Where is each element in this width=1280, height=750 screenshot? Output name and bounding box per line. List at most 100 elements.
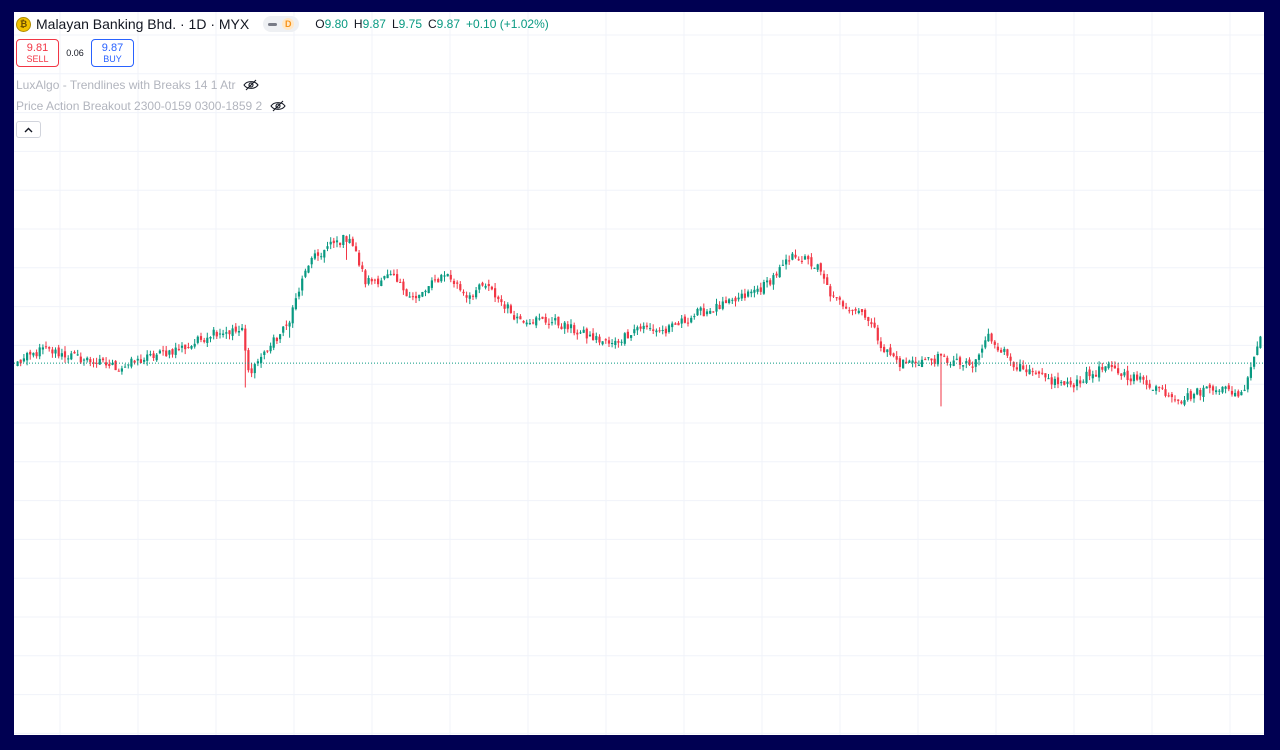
candle-body: [509, 305, 512, 313]
candle-body: [386, 274, 389, 279]
chart-area[interactable]: ₿ Malayan Banking Bhd. · 1D · MYX D O 9.…: [14, 12, 1264, 735]
sell-price: 9.81: [26, 42, 49, 54]
trade-buttons: 9.81 SELL 0.06 9.87 BUY: [16, 38, 134, 68]
candle-body: [424, 290, 427, 293]
eye-crossed-icon[interactable]: [243, 79, 260, 91]
candle-body: [513, 315, 516, 320]
candle-body: [794, 254, 797, 258]
candle-body: [351, 238, 354, 246]
candle-body: [199, 336, 203, 340]
candle-body: [326, 246, 329, 249]
candle-body: [642, 325, 645, 330]
buy-price: 9.87: [101, 42, 124, 54]
candle-body: [459, 284, 462, 291]
candle-body: [494, 288, 497, 298]
candle-body: [1066, 381, 1069, 384]
candle-body: [547, 323, 550, 325]
candle-body: [124, 366, 127, 368]
candle-body: [645, 325, 648, 328]
candle-body: [437, 279, 440, 283]
candle-body: [149, 354, 152, 356]
candle-body: [826, 277, 829, 285]
candle-body: [228, 330, 231, 335]
candle-body: [1189, 391, 1192, 400]
candle-body: [70, 353, 73, 360]
candle-body: [143, 359, 146, 362]
candle-body: [506, 304, 509, 309]
candle-body: [756, 288, 759, 292]
candle-body: [433, 279, 437, 281]
data-delay-badge[interactable]: D: [282, 18, 295, 30]
candle-body: [864, 309, 867, 318]
candle-body: [108, 364, 111, 366]
candlestick-series[interactable]: [14, 12, 1264, 735]
collapse-legend-button[interactable]: [16, 121, 41, 138]
candle-body: [1110, 365, 1113, 367]
candle-body: [1234, 392, 1237, 397]
candle-body: [285, 324, 288, 326]
candle-body: [987, 333, 990, 342]
candle-body: [234, 326, 237, 332]
candle-body: [873, 322, 876, 328]
candle-body: [724, 300, 728, 303]
candle-body: [399, 282, 402, 283]
candle-body: [329, 241, 332, 245]
candle-body: [155, 354, 158, 361]
candle-body: [367, 278, 370, 284]
candle-body: [1079, 380, 1082, 384]
candle-body: [671, 323, 674, 328]
candle-body: [16, 361, 19, 366]
symbol-title[interactable]: Malayan Banking Bhd. · 1D · MYX: [36, 16, 250, 32]
candle-body: [1249, 367, 1252, 378]
candle-body: [737, 297, 740, 300]
candle-body: [1000, 349, 1003, 353]
candle-body: [481, 282, 484, 286]
candle-body: [253, 364, 256, 374]
candle-body: [294, 298, 297, 310]
candle-body: [1056, 377, 1060, 385]
candle-body: [528, 323, 531, 325]
candle-body: [924, 359, 927, 361]
candle-body: [231, 328, 234, 336]
candle-body: [1218, 390, 1221, 392]
candle-body: [867, 317, 870, 321]
candle-body: [1183, 400, 1186, 405]
candle-body: [1155, 386, 1158, 391]
sell-button[interactable]: 9.81 SELL: [16, 39, 59, 67]
candle-body: [174, 347, 177, 355]
candle-body: [190, 346, 193, 349]
market-status-pill[interactable]: D: [263, 16, 300, 32]
candle-body: [1015, 367, 1018, 370]
indicator-price-action[interactable]: Price Action Breakout 2300-0159 0300-185…: [16, 97, 286, 115]
candle-body: [664, 328, 667, 334]
candle-body: [544, 317, 547, 323]
candle-body: [1237, 391, 1240, 397]
candle-body: [1170, 394, 1173, 398]
candle-body: [1082, 381, 1085, 383]
open-value: 9.80: [324, 17, 348, 31]
candle-body: [876, 327, 879, 341]
candle-body: [895, 356, 898, 360]
candle-body: [323, 249, 326, 258]
candle-body: [212, 329, 215, 336]
candle-body: [626, 331, 629, 339]
candle-body: [661, 330, 664, 331]
candle-body: [402, 281, 405, 291]
candle-body: [573, 325, 576, 334]
candle-body: [788, 260, 791, 262]
buy-button[interactable]: 9.87 BUY: [91, 39, 134, 67]
candle-body: [256, 361, 259, 364]
candle-body: [35, 352, 38, 357]
maybank-logo-icon: ₿: [16, 16, 31, 32]
candle-body: [133, 360, 136, 363]
candle-body: [297, 291, 301, 297]
eye-crossed-icon[interactable]: [270, 100, 286, 112]
candle-body: [1117, 368, 1120, 374]
candle-body: [241, 327, 244, 330]
candle-body: [1158, 387, 1161, 389]
candle-body: [1227, 385, 1230, 390]
candle-body: [955, 358, 958, 360]
indicator-luxalgo[interactable]: LuxAlgo - Trendlines with Breaks 14 1 At…: [16, 76, 260, 94]
candle-body: [1177, 399, 1180, 401]
candle-body: [1075, 379, 1079, 387]
